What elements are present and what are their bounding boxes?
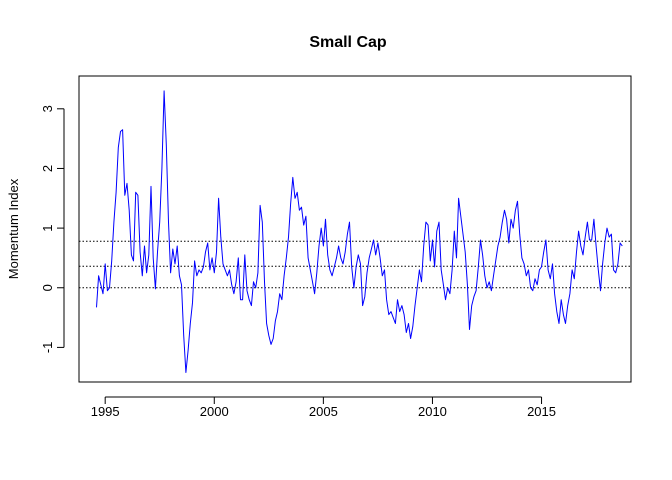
x-tick-label-0: 1995 xyxy=(91,404,120,419)
y-tick-label-4: 3 xyxy=(40,105,55,112)
y-tick-label-0: -1 xyxy=(40,342,55,354)
chart-title: Small Cap xyxy=(309,34,387,51)
x-tick-label-4: 2015 xyxy=(527,404,556,419)
x-tick-label-1: 2000 xyxy=(200,404,229,419)
series-line-0 xyxy=(96,90,623,373)
y-axis: -1 0 1 2 3 xyxy=(40,105,65,354)
plot-frame xyxy=(78,75,632,383)
x-tick-label-2: 2005 xyxy=(309,404,338,419)
y-axis-label: Momentum Index xyxy=(6,178,21,279)
y-tick-label-3: 2 xyxy=(40,165,55,172)
y-tick-label-1: 0 xyxy=(40,284,55,291)
y-tick-label-2: 1 xyxy=(40,224,55,231)
x-axis: 1995 2000 2005 2010 2015 xyxy=(91,396,556,419)
series-layer xyxy=(96,90,623,373)
x-tick-label-3: 2010 xyxy=(418,404,447,419)
